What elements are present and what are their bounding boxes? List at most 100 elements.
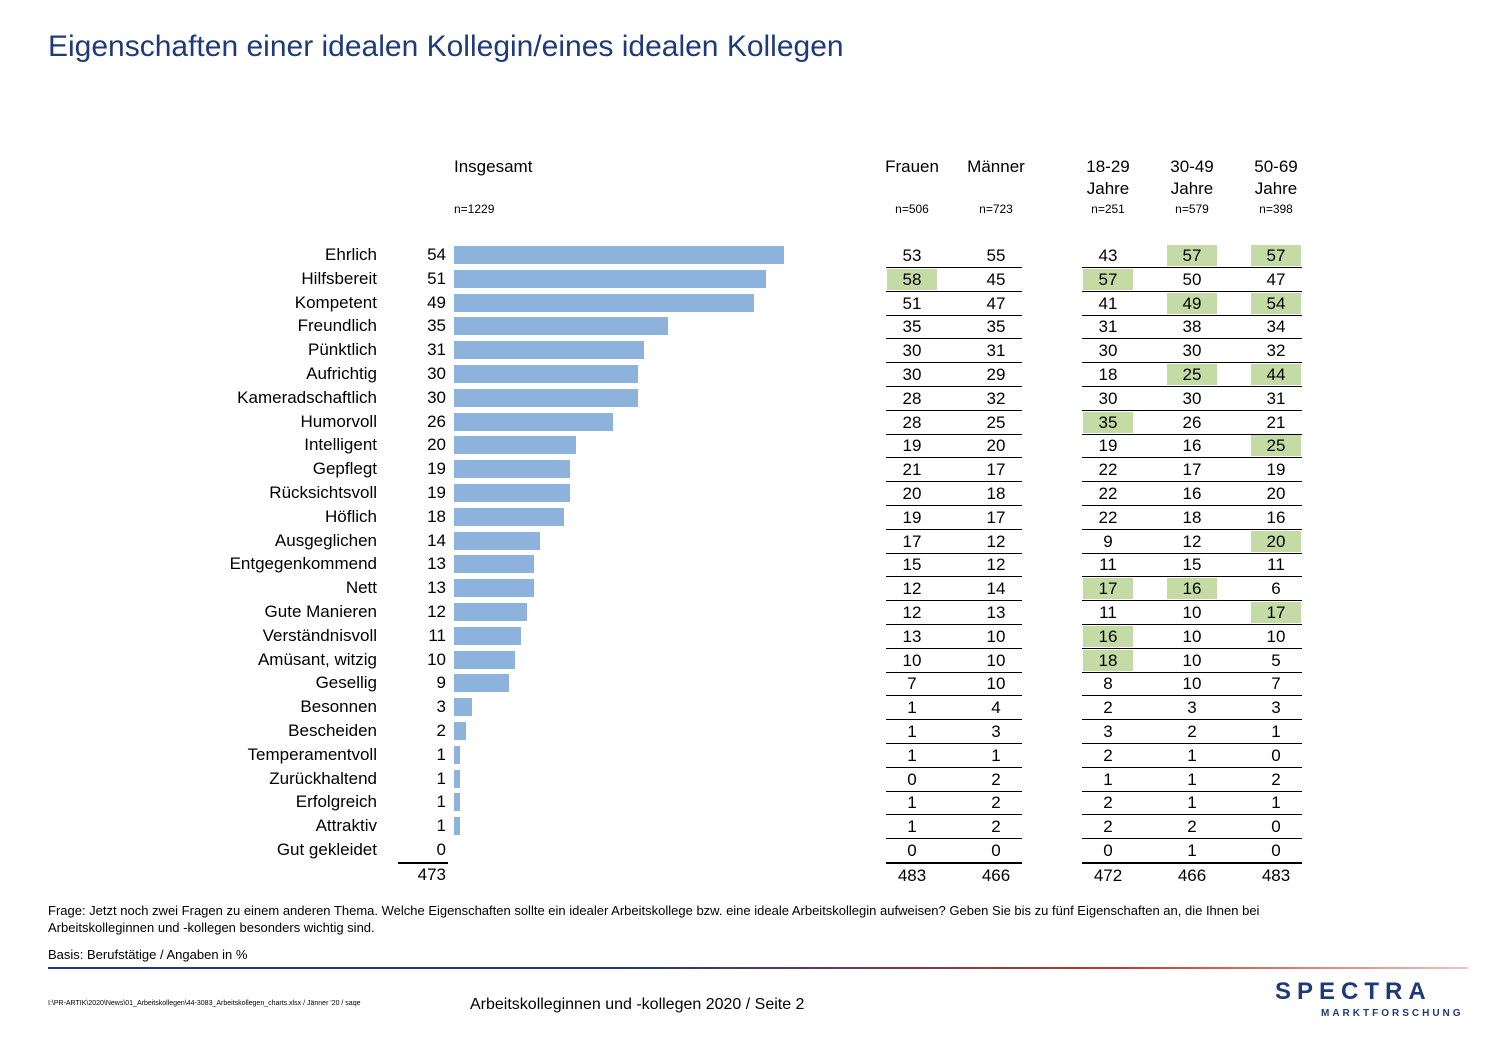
table-cell-maenner: 55	[986, 246, 1006, 265]
table-cell-age_18_29: 2	[1103, 817, 1113, 837]
table-cell-age_30_49: 2	[1187, 722, 1197, 741]
header-age-30-49-n: n=579	[1175, 202, 1209, 216]
table-cell-age_50_69: 5	[1271, 650, 1281, 670]
table-cell-age_30_49: 10	[1182, 603, 1202, 622]
bar	[454, 412, 614, 431]
bar	[454, 626, 522, 645]
total-divider	[886, 861, 1022, 864]
row-divider	[1082, 671, 1302, 673]
row-divider	[1082, 814, 1302, 816]
table-cell-frauen: 10	[902, 650, 922, 670]
table-cell-frauen: 15	[902, 555, 922, 575]
row-divider	[1082, 290, 1302, 292]
table-cell-age_18_29: 22	[1098, 460, 1118, 480]
table-cell-frauen: 1	[907, 745, 917, 765]
table-cell-age_50_69: 1	[1271, 722, 1281, 741]
total-value-label: 30	[427, 387, 446, 407]
table-cell-age_30_49: 12	[1182, 531, 1202, 551]
row-divider	[886, 481, 1022, 483]
bar	[454, 365, 638, 383]
sum-age_50_69: 483	[1261, 865, 1291, 885]
table-cell-maenner: 25	[986, 412, 1006, 432]
total-value-label: 19	[427, 483, 446, 502]
row-divider	[886, 624, 1022, 625]
category-label: Attraktiv	[315, 816, 377, 836]
category-label: Kompetent	[294, 292, 377, 312]
category-label: Höflich	[325, 506, 377, 526]
table-cell-maenner: 10	[986, 626, 1006, 646]
table-cell-frauen: 17	[902, 531, 922, 551]
row-divider	[886, 838, 1022, 840]
row-divider	[1082, 505, 1302, 506]
logo-subline: MARKTFORSCHUNG	[1321, 1008, 1464, 1019]
table-cell-age_18_29: 1	[1103, 769, 1113, 789]
table-cell-maenner: 47	[986, 293, 1006, 313]
total-value-label: 51	[427, 268, 446, 288]
row-divider	[1082, 743, 1302, 744]
bar	[454, 769, 461, 788]
header-age-18-29: 18-29 Jahre	[1068, 156, 1148, 200]
row-divider	[1082, 481, 1302, 483]
header-age-50-69-line2: Jahre	[1254, 179, 1298, 198]
table-cell-age_30_49: 30	[1182, 388, 1202, 408]
row-divider	[1082, 362, 1302, 364]
table-cell-frauen: 53	[902, 246, 922, 265]
table-cell-age_30_49: 1	[1187, 793, 1197, 813]
row-divider	[886, 814, 1022, 816]
table-cell-maenner: 10	[986, 650, 1006, 670]
row-divider	[886, 314, 1022, 316]
category-label: Besonnen	[300, 697, 377, 717]
table-cell-age_18_29: 17	[1083, 578, 1133, 600]
header-age-50-69-n: n=398	[1259, 202, 1293, 216]
sum-total: 473	[417, 864, 446, 884]
table-cell-age_50_69: 54	[1251, 292, 1301, 314]
bar	[454, 579, 534, 598]
table-cell-maenner: 31	[986, 341, 1006, 361]
page-footer: Arbeitskolleginnen und -kollegen 2020 / …	[470, 996, 805, 1013]
table-cell-age_50_69: 32	[1266, 341, 1286, 361]
bar	[454, 293, 754, 312]
category-label: Pünktlich	[308, 340, 377, 360]
row-divider	[886, 719, 1022, 721]
total-divider	[398, 861, 448, 864]
row-divider	[886, 695, 1022, 697]
table-cell-frauen: 35	[902, 317, 922, 337]
table-cell-frauen: 21	[902, 460, 922, 480]
total-value-label: 2	[436, 721, 446, 740]
bar	[454, 745, 461, 764]
row-divider	[886, 743, 1022, 744]
row-divider	[886, 647, 1022, 649]
category-label: Intelligent	[304, 435, 377, 455]
table-cell-maenner: 17	[986, 507, 1006, 527]
table-cell-age_30_49: 1	[1187, 745, 1197, 765]
row-divider	[1082, 790, 1302, 792]
table-cell-maenner: 12	[986, 555, 1006, 575]
total-value-label: 35	[427, 316, 446, 336]
table-cell-age_30_49: 25	[1167, 364, 1217, 385]
table-cell-age_50_69: 44	[1251, 364, 1301, 385]
row-divider	[1082, 457, 1302, 459]
table-cell-frauen: 30	[902, 341, 922, 361]
table-cell-maenner: 45	[986, 269, 1006, 289]
row-divider	[1082, 552, 1302, 554]
table-cell-age_50_69: 3	[1271, 698, 1281, 718]
row-divider	[886, 386, 1022, 387]
header-age-50-69-line1: 50-69	[1254, 157, 1298, 176]
total-value-label: 11	[428, 625, 446, 645]
table-cell-age_50_69: 34	[1266, 317, 1286, 337]
row-divider	[886, 671, 1022, 673]
header-age-18-29-line2: Jahre	[1086, 179, 1130, 198]
table-cell-frauen: 1	[907, 793, 917, 813]
row-divider	[886, 433, 1022, 435]
table-cell-age_30_49: 57	[1167, 245, 1217, 266]
total-value-label: 14	[427, 530, 446, 550]
total-value-label: 1	[436, 744, 446, 764]
table-cell-frauen: 1	[907, 722, 917, 741]
table-cell-age_50_69: 6	[1271, 579, 1281, 599]
total-value-label: 54	[427, 245, 446, 264]
bar	[454, 698, 473, 717]
table-cell-age_18_29: 22	[1098, 507, 1118, 527]
table-cell-frauen: 1	[907, 817, 917, 837]
category-label: Kameradschaftlich	[237, 387, 377, 407]
total-value-label: 13	[427, 578, 446, 598]
